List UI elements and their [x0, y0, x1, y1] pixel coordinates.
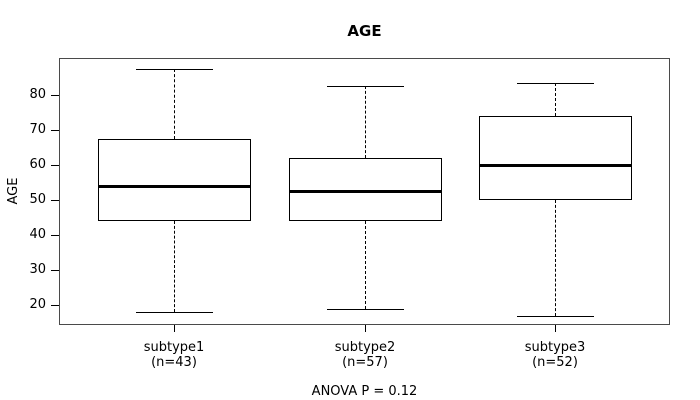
upper-whisker-cap	[135, 68, 213, 70]
y-tick-label: 30	[29, 262, 46, 278]
category-n-count: (n=43)	[151, 355, 197, 370]
category-n-count: (n=52)	[532, 355, 578, 370]
lower-whisker-line	[555, 200, 556, 316]
x-category-label: subtype1 (n=43)	[104, 340, 244, 370]
y-axis-label: AGE	[6, 177, 21, 205]
lower-whisker-line	[365, 221, 366, 309]
iqr-box	[97, 138, 251, 222]
iqr-box	[478, 116, 632, 201]
y-tick-label: 80	[29, 87, 46, 103]
y-tick-mark	[51, 200, 59, 202]
upper-whisker-line	[174, 68, 175, 139]
y-tick-mark	[51, 270, 59, 272]
upper-whisker-line	[365, 86, 366, 159]
y-tick-mark	[51, 130, 59, 132]
median-line	[97, 185, 251, 189]
median-line	[288, 190, 442, 194]
y-tick-mark	[51, 305, 59, 307]
lower-whisker-cap	[516, 315, 594, 317]
upper-whisker-line	[555, 82, 556, 117]
y-tick-mark	[51, 95, 59, 97]
y-tick-mark	[51, 235, 59, 237]
y-tick-mark	[51, 165, 59, 167]
chart-title: AGE	[347, 22, 382, 40]
y-tick-label: 70	[29, 122, 46, 138]
y-tick-label: 40	[29, 227, 46, 243]
lower-whisker-line	[174, 221, 175, 313]
y-tick-label: 20	[29, 297, 46, 313]
upper-whisker-cap	[326, 86, 404, 88]
median-line	[478, 164, 632, 168]
x-tick-mark	[555, 325, 556, 332]
lower-whisker-cap	[135, 312, 213, 314]
category-name: subtype1	[143, 340, 205, 355]
category-name: subtype3	[524, 340, 586, 355]
y-tick-label: 50	[29, 192, 46, 208]
y-tick-label: 60	[29, 157, 46, 173]
anova-annotation: ANOVA P = 0.12	[311, 384, 418, 399]
x-tick-mark	[174, 325, 175, 332]
category-name: subtype2	[334, 340, 396, 355]
category-n-count: (n=57)	[342, 355, 388, 370]
x-category-label: subtype2 (n=57)	[295, 340, 435, 370]
iqr-box	[288, 158, 442, 222]
x-category-label: subtype3 (n=52)	[485, 340, 625, 370]
upper-whisker-cap	[516, 82, 594, 84]
lower-whisker-cap	[326, 308, 404, 310]
x-tick-mark	[365, 325, 366, 332]
